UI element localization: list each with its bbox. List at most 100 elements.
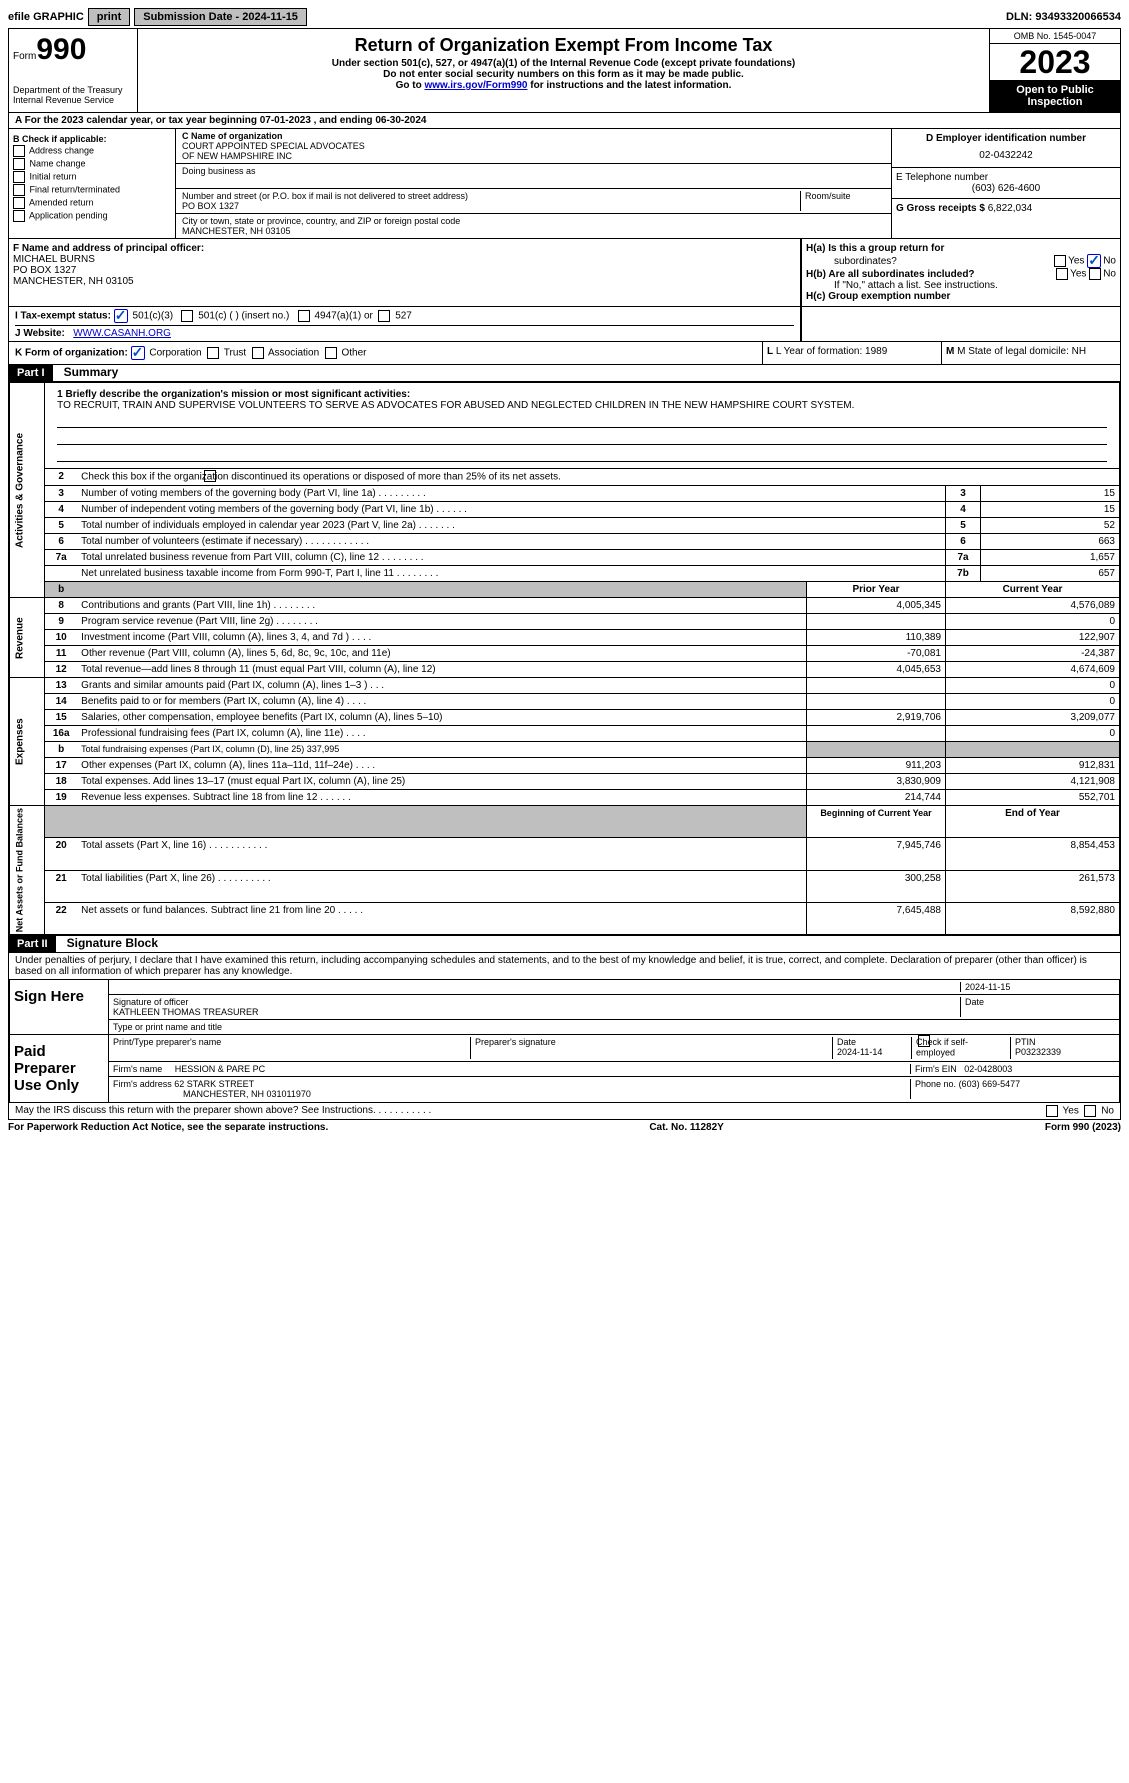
checkbox-assoc[interactable] [252, 347, 264, 359]
footer-center: Cat. No. 11282Y [649, 1122, 723, 1133]
officer-addr2: MANCHESTER, NH 03105 [13, 276, 796, 287]
line-10: 10Investment income (Part VIII, column (… [10, 630, 1120, 646]
summary-table: Activities & Governance 1 Briefly descri… [9, 382, 1120, 935]
checkbox-self-employed[interactable] [918, 1035, 930, 1047]
efile-label: efile GRAPHIC [8, 11, 84, 23]
street-address: PO BOX 1327 [182, 201, 796, 211]
city-state-zip: MANCHESTER, NH 03105 [182, 226, 885, 236]
irs-label: Internal Revenue Service [13, 95, 133, 105]
checkbox-line2[interactable] [204, 470, 216, 482]
checkbox-501c3[interactable] [114, 309, 128, 323]
checkbox-trust[interactable] [207, 347, 219, 359]
checkbox-application-pending[interactable] [13, 210, 25, 222]
form-title: Return of Organization Exempt From Incom… [142, 35, 985, 56]
footer-left: For Paperwork Reduction Act Notice, see … [8, 1122, 328, 1133]
header-right: OMB No. 1545-0047 2023 Open to Public In… [989, 29, 1120, 112]
checkbox-527[interactable] [378, 310, 390, 322]
print-button[interactable]: print [88, 8, 130, 26]
vert-activities-governance: Activities & Governance [10, 383, 45, 598]
line-9: 9Program service revenue (Part VIII, lin… [10, 614, 1120, 630]
box-g-label: G Gross receipts $ [896, 203, 985, 214]
gross-receipts: 6,822,034 [988, 203, 1033, 214]
omb-number: OMB No. 1545-0047 [990, 29, 1120, 44]
checkbox-other[interactable] [325, 347, 337, 359]
checkbox-ha-no[interactable] [1087, 254, 1101, 268]
checkbox-corp[interactable] [131, 346, 145, 360]
website-link[interactable]: WWW.CASANH.ORG [73, 328, 171, 339]
checkbox-501c[interactable] [181, 310, 193, 322]
discuss-row: May the IRS discuss this return with the… [9, 1103, 1120, 1119]
header-left: Form990 Department of the Treasury Inter… [9, 29, 138, 112]
row-k-l-m: K Form of organization: Corporation Trus… [9, 342, 1120, 365]
declaration-text: Under penalties of perjury, I declare th… [9, 953, 1120, 980]
box-d-e-g: D Employer identification number 02-0432… [891, 129, 1120, 238]
checkbox-name-change[interactable] [13, 158, 25, 170]
hc-label: H(c) Group exemption number [806, 291, 1116, 302]
box-c: C Name of organization COURT APPOINTED S… [176, 129, 891, 238]
checkbox-final-return[interactable] [13, 184, 25, 196]
checkbox-4947[interactable] [298, 310, 310, 322]
officer-signature: KATHLEEN THOMAS TREASURER [113, 1007, 960, 1017]
preparer-phone: (603) 669-5477 [959, 1079, 1021, 1089]
org-name-row: C Name of organization COURT APPOINTED S… [176, 129, 891, 164]
firm-name: HESSION & PARE PC [175, 1064, 265, 1074]
footer-right: Form 990 (2023) [1045, 1122, 1121, 1133]
header-sub3: Go to www.irs.gov/Form990 for instructio… [142, 80, 985, 91]
mission-text: TO RECRUIT, TRAIN AND SUPERVISE VOLUNTEE… [57, 400, 1107, 411]
city-row: City or town, state or province, country… [176, 214, 891, 238]
line-15: 15Salaries, other compensation, employee… [10, 710, 1120, 726]
part1-header: Part I Summary [9, 365, 1120, 382]
dln-label: DLN: 93493320066534 [1006, 11, 1121, 23]
form-header: Form990 Department of the Treasury Inter… [9, 29, 1120, 113]
telephone: (603) 626-4600 [896, 183, 1116, 194]
form-container: Form990 Department of the Treasury Inter… [8, 28, 1121, 1120]
vert-expenses: Expenses [10, 678, 45, 806]
form-word: Form [13, 51, 36, 62]
dba-row: Doing business as [176, 164, 891, 189]
checkbox-hb-no[interactable] [1089, 268, 1101, 280]
top-bar: efile GRAPHIC print Submission Date - 20… [8, 8, 1121, 26]
line-5: 5Total number of individuals employed in… [10, 518, 1120, 534]
irs-link[interactable]: www.irs.gov/Form990 [424, 80, 527, 91]
line-16b: bTotal fundraising expenses (Part IX, co… [10, 742, 1120, 758]
part2-header: Part II Signature Block [9, 935, 1120, 953]
box-b-header: B Check if applicable: [13, 134, 171, 144]
header-center: Return of Organization Exempt From Incom… [138, 29, 989, 112]
street-row: Number and street (or P.O. box if mail i… [176, 189, 891, 214]
line-17: 17Other expenses (Part IX, column (A), l… [10, 758, 1120, 774]
box-d-label: D Employer identification number [896, 133, 1116, 144]
checkbox-initial-return[interactable] [13, 171, 25, 183]
line-20: 20Total assets (Part X, line 16) . . . .… [10, 838, 1120, 870]
form-number: 990 [36, 33, 86, 66]
sign-date: 2024-11-15 [960, 982, 1115, 992]
checkbox-amended-return[interactable] [13, 197, 25, 209]
hb-note: If "No," attach a list. See instructions… [806, 280, 1116, 291]
state-domicile: M State of legal domicile: NH [957, 346, 1086, 357]
firm-addr2: MANCHESTER, NH 031011970 [113, 1089, 910, 1099]
public-inspection: Open to Public Inspection [990, 80, 1120, 112]
checkbox-discuss-yes[interactable] [1046, 1105, 1058, 1117]
line-19: 19Revenue less expenses. Subtract line 1… [10, 790, 1120, 806]
paid-preparer-section: Paid Preparer Use Only Print/Type prepar… [9, 1035, 1120, 1103]
line-21: 21Total liabilities (Part X, line 26) . … [10, 870, 1120, 902]
line-12: 12Total revenue—add lines 8 through 11 (… [10, 662, 1120, 678]
checkbox-discuss-no[interactable] [1084, 1105, 1096, 1117]
box-f-label: F Name and address of principal officer: [13, 243, 796, 254]
org-name-2: OF NEW HAMPSHIRE INC [182, 151, 885, 161]
checkbox-ha-yes[interactable] [1054, 255, 1066, 267]
sign-here-section: Sign Here 2024-11-15 Signature of office… [9, 980, 1120, 1035]
box-b: B Check if applicable: Address change Na… [9, 129, 176, 238]
year-formation: L Year of formation: 1989 [776, 346, 887, 357]
firm-addr1: 62 STARK STREET [174, 1079, 254, 1089]
line-3: 3Number of voting members of the governi… [10, 486, 1120, 502]
checkbox-hb-yes[interactable] [1056, 268, 1068, 280]
submission-date: Submission Date - 2024-11-15 [134, 8, 307, 26]
section-bcdefg: B Check if applicable: Address change Na… [9, 129, 1120, 239]
firm-ein: 02-0428003 [964, 1064, 1012, 1074]
row-a-tax-year: A For the 2023 calendar year, or tax yea… [9, 113, 1120, 129]
checkbox-address-change[interactable] [13, 145, 25, 157]
ptin: P03232339 [1015, 1047, 1061, 1057]
line-7b: Net unrelated business taxable income fr… [10, 566, 1120, 582]
line-7a: 7aTotal unrelated business revenue from … [10, 550, 1120, 566]
line-11: 11Other revenue (Part VIII, column (A), … [10, 646, 1120, 662]
